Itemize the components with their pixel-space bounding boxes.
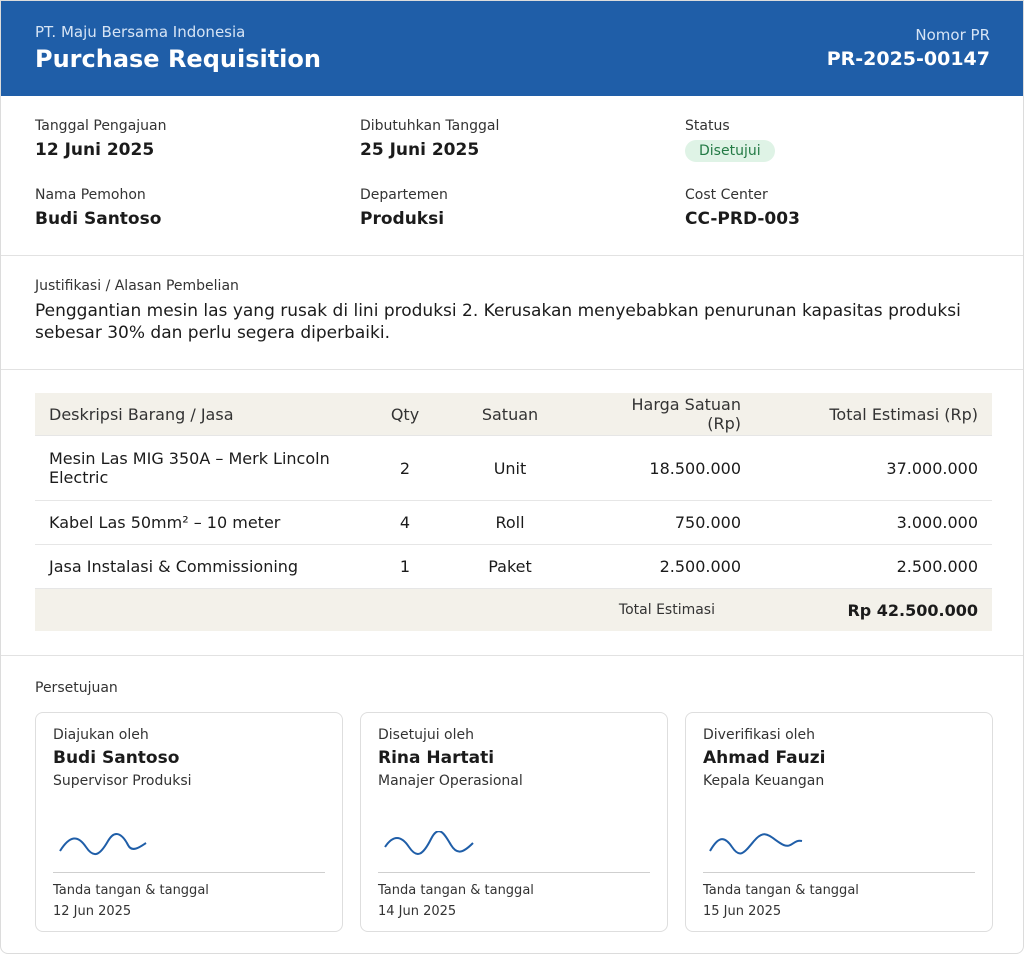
status-badge: Disetujui xyxy=(685,140,775,162)
table-cell: Paket xyxy=(488,557,532,576)
signature-line xyxy=(378,872,650,873)
approver-position: Kepala Keuangan xyxy=(703,773,825,789)
field-label: Dibutuhkan Tanggal xyxy=(360,118,500,134)
column-header: Total Estimasi (Rp) xyxy=(829,404,978,424)
info-field: Nama Pemohon Budi Santoso xyxy=(35,187,355,229)
column-header: Qty xyxy=(390,404,420,424)
table-cell: 750.000 xyxy=(674,513,741,532)
field-value: Budi Santoso xyxy=(35,209,162,229)
total-label: Total Estimasi xyxy=(618,602,715,618)
signature-date: 14 Jun 2025 xyxy=(378,904,457,919)
table-cell: 2.500.000 xyxy=(896,557,978,576)
table-row: Jasa Instalasi & Commissioning 1 Paket 2.50… xyxy=(35,545,992,589)
table-cell: Kabel Las 50mm² – 10 meter xyxy=(49,513,281,532)
field-value: 12 Juni 2025 xyxy=(35,140,155,160)
number: PR-2025-00147 xyxy=(826,48,990,70)
signature-line xyxy=(53,872,325,873)
table-cell: 18.500.000 xyxy=(649,458,741,478)
approver-name: Budi Santoso xyxy=(53,748,180,768)
table-cell: Unit xyxy=(493,458,527,478)
column-header: Satuan xyxy=(481,404,539,424)
approver-role: Disetujui oleh xyxy=(378,727,474,743)
signature-stroke xyxy=(709,833,803,855)
table-cell: 37.000.000 xyxy=(886,458,978,478)
signature-stroke xyxy=(384,831,474,855)
field-value: CC-PRD-003 xyxy=(685,209,800,229)
title: Purchase Requisition xyxy=(35,45,321,73)
field-label: Tanggal Pengajuan xyxy=(35,118,167,134)
table-cell: Mesin Las MIG 350A – Merk Lincoln Electr… xyxy=(49,449,330,487)
signature xyxy=(59,833,147,856)
table-cell: 1 xyxy=(399,557,411,576)
header: PT. Maju Bersama Indonesia Purchase Requ… xyxy=(1,1,1023,96)
table-cell: 2 xyxy=(399,458,411,478)
field-label: Cost Center xyxy=(685,187,768,203)
approver-position: Manajer Operasional xyxy=(378,773,523,789)
approver-position: Supervisor Produksi xyxy=(53,773,192,789)
justification-text: Penggantian mesin las yang rusak di lini… xyxy=(35,301,961,343)
approver-role: Diverifikasi oleh xyxy=(703,727,816,743)
table-cell: Roll xyxy=(495,513,525,532)
info-field: Status Disetujui xyxy=(685,118,1005,162)
table-cell: Jasa Instalasi & Commissioning xyxy=(49,557,299,576)
field-value: 25 Juni 2025 xyxy=(360,140,480,160)
info-field: Dibutuhkan Tanggal 25 Juni 2025 xyxy=(360,118,680,160)
approval-card: Disetujui oleh Rina Hartati Manajer Operas… xyxy=(360,712,668,932)
signature-date: 12 Jun 2025 xyxy=(53,904,132,919)
total-row: Total Estimasi Rp 42.500.000 xyxy=(35,589,992,631)
justification: Justifikasi / Alasan Pembelian Pengganti… xyxy=(1,256,1023,370)
field-label: Nama Pemohon xyxy=(35,187,146,203)
approver-name: Rina Hartati xyxy=(378,748,495,768)
approval-title: Persetujuan xyxy=(35,680,118,696)
total-value: Rp 42.500.000 xyxy=(847,600,978,620)
approval-card: Diverifikasi oleh Ahmad Fauzi Kepala Keuan… xyxy=(685,712,993,932)
signature-line xyxy=(703,872,975,873)
table-header: Deskripsi Barang / Jasa Qty Satuan Harga Sa… xyxy=(35,393,992,436)
signature-date: 15 Jun 2025 xyxy=(703,904,782,919)
field-label: Departemen xyxy=(360,187,448,203)
signature xyxy=(384,831,474,855)
table-cell: 4 xyxy=(399,513,411,532)
column-header: Harga Satuan (Rp) xyxy=(631,395,742,433)
field-label: Status xyxy=(685,118,730,134)
info-field: Cost Center CC-PRD-003 xyxy=(685,187,1005,229)
approval-section: Persetujuan Diajukan oleh Budi Santoso Sup… xyxy=(1,655,1023,932)
justification-label: Justifikasi / Alasan Pembelian xyxy=(35,278,239,294)
approver-role: Diajukan oleh xyxy=(53,727,149,743)
table-cell: 3.000.000 xyxy=(896,513,978,532)
approval-card: Diajukan oleh Budi Santoso Supervisor Prod… xyxy=(35,712,343,932)
signature-label: Tanda tangan & tanggal xyxy=(53,883,209,898)
signature xyxy=(709,833,803,855)
number-label: Nomor PR xyxy=(915,26,990,44)
table-row: Kabel Las 50mm² – 10 meter 4 Roll 750.000 3.… xyxy=(35,501,992,545)
field-value: Produksi xyxy=(360,209,445,229)
company: PT. Maju Bersama Indonesia xyxy=(35,23,246,41)
approver-name: Ahmad Fauzi xyxy=(703,748,826,768)
info-field: Tanggal Pengajuan 12 Juni 2025 xyxy=(35,118,355,160)
info-section: Tanggal Pengajuan 12 Juni 2025 Dibutuhkan … xyxy=(1,96,1023,256)
signature-stroke xyxy=(59,833,147,856)
table-row: Mesin Las MIG 350A – Merk Lincoln Electr… xyxy=(35,436,992,501)
column-header: Deskripsi Barang / Jasa xyxy=(49,404,234,424)
info-field: Departemen Produksi xyxy=(360,187,680,229)
signature-label: Tanda tangan & tanggal xyxy=(703,883,859,898)
table-cell: 2.500.000 xyxy=(659,557,741,576)
items-table: Deskripsi Barang / Jasa Qty Satuan Harga Sa… xyxy=(35,393,992,631)
signature-label: Tanda tangan & tanggal xyxy=(378,883,534,898)
